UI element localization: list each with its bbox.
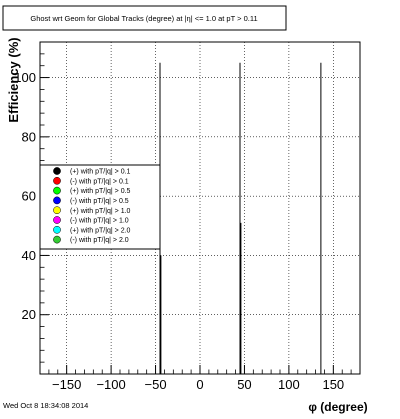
legend-marker — [53, 186, 61, 195]
y-tick-label: 60 — [22, 189, 36, 204]
legend-label: (+) with pT/|q| > 0.5 — [70, 188, 131, 195]
y-axis-label: Efficiency (%) — [6, 37, 21, 122]
legend-marker — [53, 167, 61, 175]
x-tick-label: 100 — [278, 377, 300, 392]
x-tick-label: −150 — [52, 377, 81, 392]
legend-label: (+) with pT/|q| > 2.0 — [70, 227, 131, 234]
legend-marker — [53, 196, 61, 205]
y-tick-label: 40 — [22, 248, 36, 263]
legend-marker — [53, 206, 61, 215]
y-tick-label: 100 — [14, 70, 36, 85]
legend-label: (+) with pT/|q| > 0.1 — [70, 169, 131, 176]
x-tick-label: −50 — [145, 377, 167, 392]
y-tick-label: 20 — [22, 307, 36, 322]
legend-marker — [53, 235, 61, 244]
legend-marker — [53, 225, 61, 234]
x-tick-label: 150 — [322, 377, 344, 392]
x-tick-label: −100 — [96, 377, 125, 392]
legend-label: (-) with pT/|q| > 0.1 — [70, 178, 129, 185]
legend-label: (-) with pT/|q| > 2.0 — [70, 237, 129, 244]
x-tick-label: 0 — [196, 377, 203, 392]
x-tick-label: 50 — [237, 377, 251, 392]
legend-label: (+) with pT/|q| > 1.0 — [70, 208, 131, 215]
legend: (+) with pT/|q| > 0.1 (-) with pT/|q| > 0… — [53, 167, 131, 244]
y-tick-label: 80 — [22, 129, 36, 144]
legend-marker — [53, 176, 61, 185]
legend-label: (-) with pT/|q| > 1.0 — [70, 218, 129, 225]
chart-title: Ghost wrt Geom for Global Tracks (degree… — [30, 14, 257, 23]
legend-label: (-) with pT/|q| > 0.5 — [70, 198, 129, 205]
grid — [40, 42, 360, 374]
legend-marker — [53, 216, 61, 224]
title-box — [2, 5, 287, 31]
x-axis-label: φ (degree) — [308, 400, 367, 414]
footer-timestamp: Wed Oct 8 18:34:08 2014 — [3, 401, 88, 410]
axes: −150 −100 −50 0 50 100 150 20 40 60 80 100 — [14, 53, 352, 392]
